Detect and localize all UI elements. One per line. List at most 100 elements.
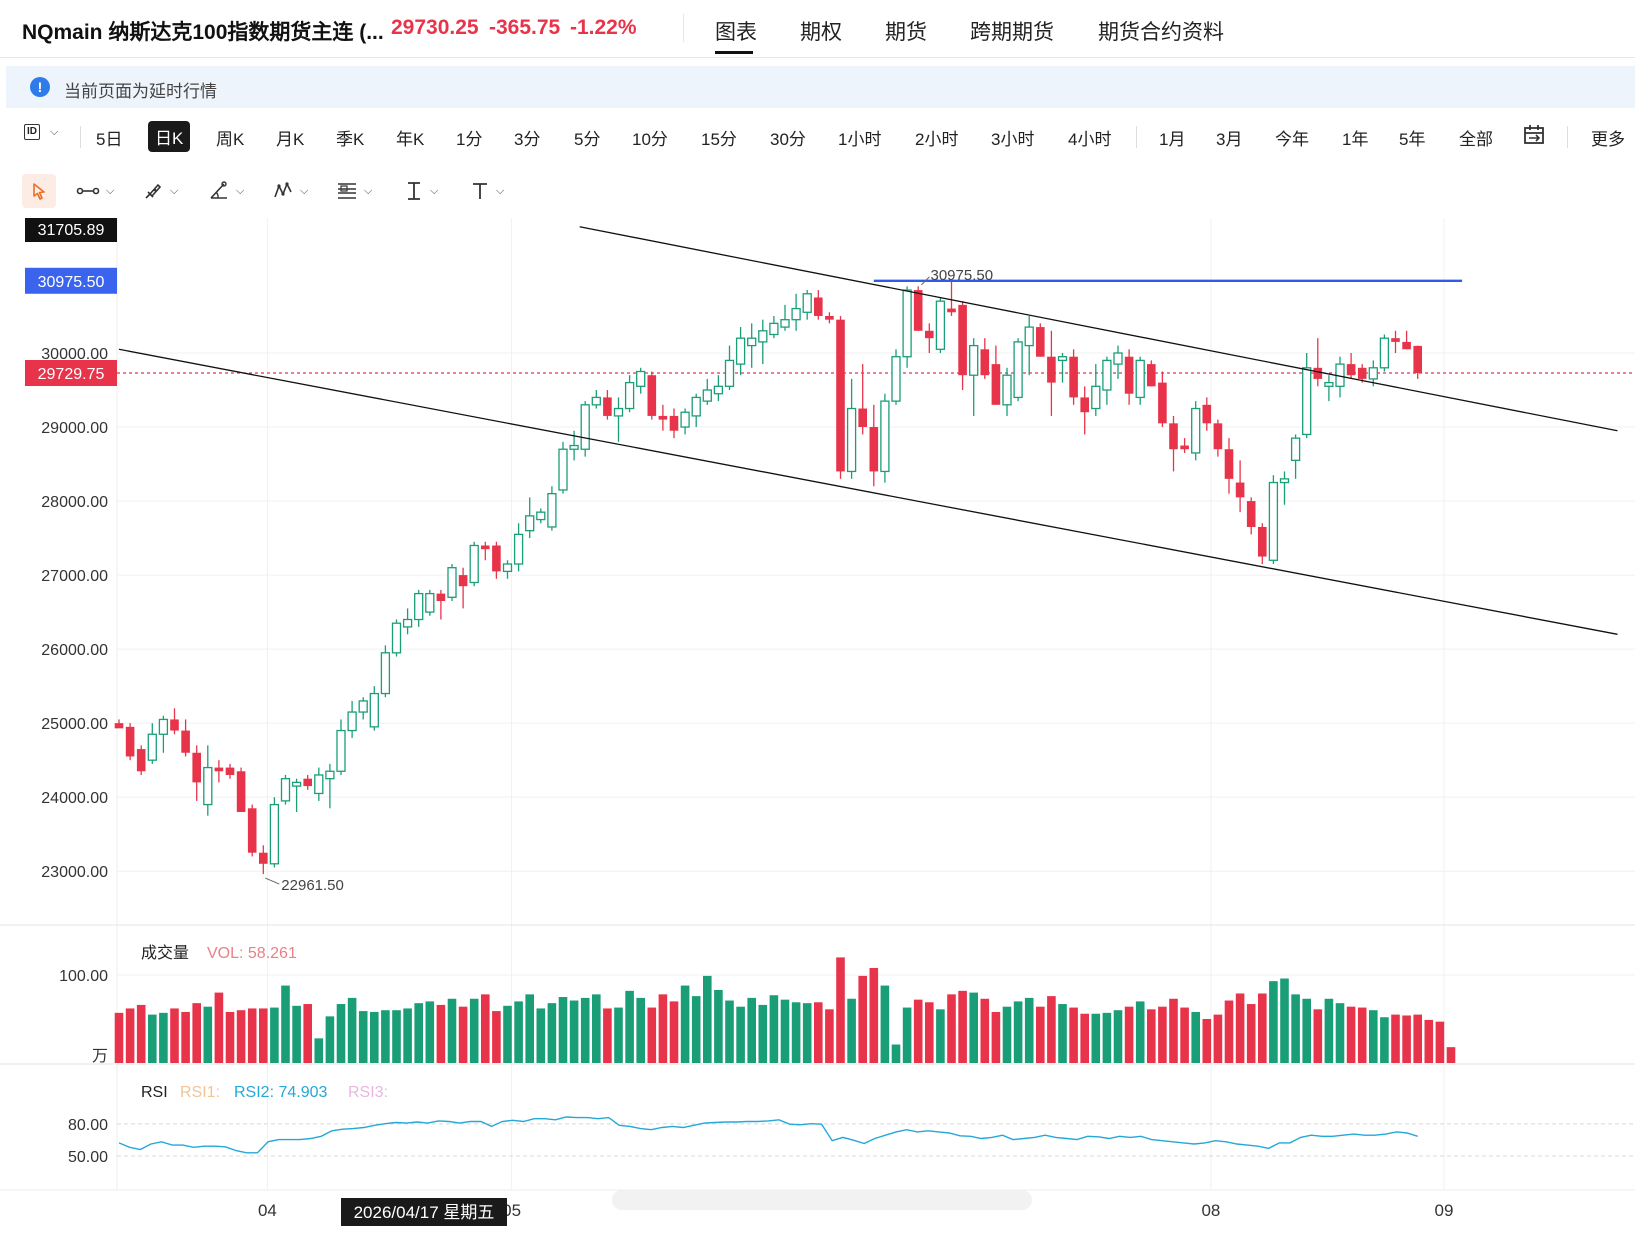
volume-bar	[636, 997, 645, 1063]
line-tool[interactable]: ⌵	[76, 174, 114, 208]
period-5日[interactable]: 5日	[96, 130, 123, 149]
volume-bar	[392, 1010, 401, 1063]
volume-bar	[447, 998, 457, 1063]
tab-chart[interactable]: 图表	[715, 21, 757, 44]
period-年K[interactable]: 年K	[396, 130, 425, 149]
volume-bar	[880, 985, 890, 1063]
volume-bar	[1258, 993, 1267, 1063]
chevron-down-icon: ⌵	[236, 184, 245, 197]
candle-body	[447, 567, 457, 598]
candle	[1202, 397, 1212, 431]
volume-bar	[780, 999, 790, 1063]
volume-bar	[458, 1006, 468, 1063]
candle	[969, 338, 979, 416]
candle-body	[613, 407, 624, 417]
candle-body	[747, 337, 757, 347]
volume-bar	[658, 994, 668, 1063]
candle	[1013, 338, 1023, 402]
candle	[247, 804, 257, 857]
period-10分[interactable]: 10分	[632, 130, 668, 149]
calendar-range-button[interactable]	[1522, 123, 1546, 152]
crosshair-date-tag: 2026/04/17 星期五	[341, 1198, 507, 1226]
brush-icon	[145, 183, 162, 199]
candle	[291, 778, 302, 812]
period-今年[interactable]: 今年	[1275, 130, 1309, 149]
candle-body	[569, 444, 579, 450]
brush-tool[interactable]: ⌵	[142, 174, 178, 208]
pattern-tool[interactable]: ⌵	[272, 174, 308, 208]
candle	[325, 763, 335, 809]
candle-body	[691, 396, 701, 417]
volume-bar	[303, 1004, 312, 1063]
candle-body	[469, 544, 479, 584]
price-axis: 30000.00 29000.00 28000.00 27000.00 26000.00…	[41, 346, 108, 881]
tab-calendar-spread[interactable]: 跨期期货	[970, 21, 1054, 44]
period-季K[interactable]: 季K	[336, 130, 365, 149]
angle-tool[interactable]: ⌵	[208, 174, 244, 208]
candle-body	[680, 411, 690, 428]
text-cursor-tool[interactable]: ⌵	[404, 174, 438, 208]
candle-body	[791, 307, 801, 321]
candle-body	[492, 545, 501, 572]
period-3小时[interactable]: 3小时	[991, 130, 1035, 149]
tab-futures[interactable]: 期货	[885, 21, 927, 44]
period-5分[interactable]: 5分	[574, 130, 601, 149]
volume-bar	[125, 1008, 135, 1063]
period-3分[interactable]: 3分	[514, 130, 541, 149]
cursor-tool[interactable]	[22, 174, 56, 208]
candle-body	[1069, 356, 1078, 398]
period-5年[interactable]: 5年	[1399, 130, 1426, 149]
period-1分[interactable]: 1分	[456, 130, 483, 149]
period-15分[interactable]: 15分	[701, 130, 737, 149]
volume-bar	[1013, 1001, 1023, 1063]
candle-body	[147, 733, 157, 761]
period-1年[interactable]: 1年	[1342, 130, 1369, 149]
candle-body	[414, 592, 424, 621]
volume-bar	[1058, 1004, 1067, 1063]
volume-bar	[747, 997, 756, 1063]
candle	[502, 560, 513, 579]
candle-body	[669, 415, 679, 431]
low-annotation: 22961.50	[281, 877, 344, 894]
candle	[192, 745, 201, 801]
candle	[513, 523, 524, 572]
chart-canvas[interactable]: 30000.00 29000.00 28000.00 27000.00 26000.00…	[0, 218, 1635, 1237]
angle-icon	[210, 181, 227, 199]
volume-bar	[1191, 1011, 1200, 1063]
current-price-tag-text: 29729.75	[38, 366, 105, 383]
period-周K[interactable]: 周K	[216, 130, 245, 149]
period-1月[interactable]: 1月	[1159, 130, 1186, 149]
candle	[1080, 386, 1089, 435]
lower-channel-line	[118, 348, 1618, 635]
fib-tool[interactable]: ⌵	[336, 174, 372, 208]
candle	[780, 304, 790, 331]
text-tool[interactable]: ⌵	[470, 174, 504, 208]
chart-type-selector[interactable]: ID ⌵	[24, 124, 58, 140]
period-日K[interactable]: 日K	[148, 121, 191, 152]
period-2小时[interactable]: 2小时	[915, 130, 959, 149]
candle	[1213, 419, 1223, 457]
period-月K[interactable]: 月K	[276, 130, 305, 149]
text-icon	[473, 183, 487, 199]
period-30分[interactable]: 30分	[770, 130, 806, 149]
volume-bar	[203, 1006, 213, 1063]
tab-contract-info[interactable]: 期货合约资料	[1098, 21, 1224, 44]
period-4小时[interactable]: 4小时	[1068, 130, 1112, 149]
drawn-lines[interactable]: 30975.50 22961.50	[118, 226, 1618, 894]
period-全部[interactable]: 全部	[1459, 130, 1493, 149]
period-1小时[interactable]: 1小时	[838, 130, 882, 149]
symbol-title[interactable]: NQmain 纳斯达克100指数期货主连 (...	[22, 21, 384, 44]
rsi2-line	[118, 1116, 1418, 1154]
active-tab-underline	[715, 51, 753, 54]
period-3月[interactable]: 3月	[1216, 130, 1243, 149]
candle	[225, 763, 235, 779]
candle	[336, 719, 346, 775]
candle-body	[236, 771, 246, 812]
level-price-tag-text: 30975.50	[38, 274, 105, 291]
more-button[interactable]: 更多	[1591, 130, 1625, 149]
tab-options[interactable]: 期权	[800, 21, 842, 44]
candle-body	[591, 396, 601, 406]
volume-bar	[547, 1003, 557, 1063]
candle	[314, 767, 324, 801]
candle-body	[481, 545, 490, 550]
